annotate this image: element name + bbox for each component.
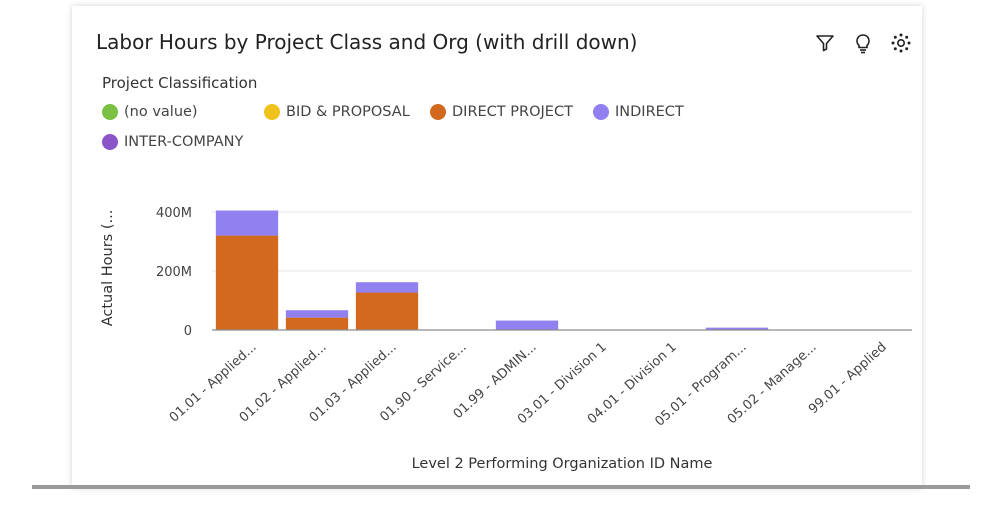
insights-button[interactable] — [850, 30, 876, 56]
legend-item-inter-company[interactable]: INTER-COMPANY — [102, 132, 243, 152]
legend-swatch — [102, 104, 118, 120]
y-tick-label: 0 — [184, 324, 192, 339]
bar-segment[interactable] — [285, 310, 349, 318]
chart-card: Labor Hours by Project Class and Org (wi… — [72, 6, 922, 488]
legend-swatch — [102, 134, 118, 150]
bar-segment[interactable] — [355, 282, 419, 293]
legend-label: DIRECT PROJECT — [452, 104, 573, 120]
filter-button[interactable] — [812, 30, 838, 56]
bar-segment[interactable] — [285, 317, 349, 330]
legend-label: INTER-COMPANY — [124, 134, 244, 150]
settings-icon — [891, 33, 911, 53]
chart-legend: (no value) BID & PROPOSAL DIRECT PROJECT… — [102, 102, 722, 152]
bar-segment[interactable] — [215, 235, 279, 330]
bar-segment[interactable] — [215, 210, 279, 236]
legend-item-indirect[interactable]: INDIRECT — [593, 102, 713, 122]
x-axis-title: Level 2 Performing Organization ID Name — [412, 456, 713, 472]
y-tick-label: 200M — [156, 265, 192, 280]
bar-segment[interactable] — [495, 320, 559, 330]
y-axis-title: Actual Hours (... — [100, 210, 116, 327]
legend-item-no-value[interactable]: (no value) — [102, 102, 264, 122]
legend-title: Project Classification — [102, 74, 258, 92]
legend-swatch — [593, 104, 609, 120]
y-tick-label: 400M — [156, 206, 192, 221]
legend-swatch — [264, 104, 280, 120]
settings-button[interactable] — [888, 30, 914, 56]
legend-item-bid-proposal[interactable]: BID & PROPOSAL — [264, 102, 430, 122]
legend-label: INDIRECT — [615, 104, 684, 120]
legend-swatch — [430, 104, 446, 120]
filter-icon — [816, 35, 834, 52]
bottom-divider — [32, 485, 970, 489]
legend-label: BID & PROPOSAL — [286, 104, 410, 120]
bar-segment[interactable] — [355, 292, 419, 330]
chart-title: Labor Hours by Project Class and Org (wi… — [96, 30, 638, 54]
bar-segment[interactable] — [705, 327, 769, 330]
lightbulb-icon — [856, 34, 870, 54]
legend-item-direct-project[interactable]: DIRECT PROJECT — [430, 102, 593, 122]
card-toolbar — [812, 30, 914, 56]
legend-label: (no value) — [124, 104, 198, 120]
